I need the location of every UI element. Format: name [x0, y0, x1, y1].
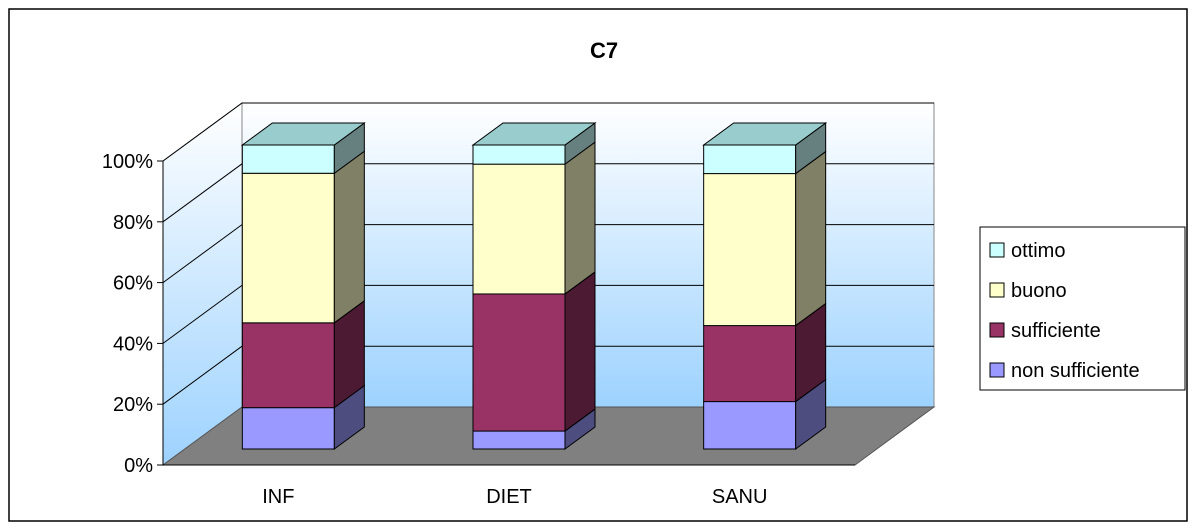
- y-tick-label: 20%: [113, 394, 153, 416]
- gridline-side: [162, 345, 243, 405]
- chart-title: C7: [590, 38, 618, 63]
- legend-label: sufficiente: [1011, 320, 1101, 342]
- legend-label: buono: [1011, 280, 1067, 302]
- side-wall: [162, 102, 243, 466]
- bar-stack: [240, 122, 366, 450]
- legend-swatch: [989, 322, 1005, 338]
- bar-stack: [471, 122, 597, 450]
- bar-segment: [472, 163, 566, 295]
- legend-swatch: [989, 242, 1005, 258]
- legend-items: ottimo buono sufficiente non sufficiente: [989, 240, 1140, 382]
- legend-swatch: [989, 282, 1005, 298]
- legend-swatch: [989, 362, 1005, 378]
- gridline-side: [162, 163, 243, 223]
- y-tick-label: 0%: [124, 455, 153, 477]
- legend: ottimo buono sufficiente non sufficiente: [979, 226, 1186, 391]
- gridline-side: [162, 284, 243, 344]
- bar-segment: [241, 322, 335, 409]
- legend-box: [979, 226, 1186, 391]
- bar-top: [702, 122, 828, 146]
- bar-segment: [703, 173, 797, 327]
- bar-segment-side: [564, 141, 596, 295]
- bar-segment: [241, 172, 335, 324]
- x-tick-label: SANU: [712, 486, 768, 508]
- x-axis-labels: INF DIET SANU: [262, 486, 767, 508]
- legend-label: ottimo: [1011, 240, 1065, 262]
- x-tick-label: INF: [262, 486, 294, 508]
- bar-top: [471, 122, 597, 146]
- bar-segment: [241, 407, 335, 450]
- bar-segment-side: [333, 150, 365, 324]
- bar-segment: [472, 293, 566, 432]
- bar-top: [240, 122, 366, 146]
- y-tick-label: 80%: [113, 212, 153, 234]
- bar-segment: [241, 144, 335, 174]
- bar-segment: [703, 401, 797, 450]
- bar-segment-side: [795, 150, 827, 327]
- legend-label: non sufficiente: [1011, 360, 1140, 382]
- bar-segment: [472, 144, 566, 165]
- y-tick-label: 40%: [113, 333, 153, 355]
- y-axis-ticks: 0% 20% 40% 60% 80% 100%: [102, 151, 163, 477]
- y-tick-label: 100%: [102, 151, 153, 173]
- bars: [240, 122, 828, 450]
- y-tick-label: 60%: [113, 273, 153, 295]
- bar-stack: [702, 122, 828, 450]
- x-tick-label: DIET: [486, 486, 532, 508]
- gridline-side: [162, 102, 243, 162]
- bar-segment: [703, 144, 797, 175]
- bar-segment: [703, 325, 797, 403]
- bar-segment: [472, 430, 566, 450]
- gridline-side: [162, 224, 243, 284]
- bar-segment-side: [564, 270, 596, 433]
